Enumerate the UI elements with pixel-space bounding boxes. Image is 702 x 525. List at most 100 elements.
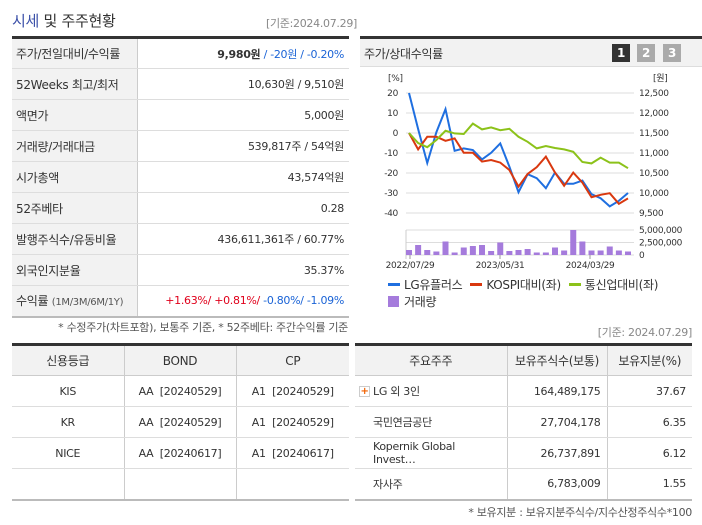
info-row: 액면가 5,000원 xyxy=(12,99,349,131)
info-label: 수익률 (1M/3M/6M/1Y) xyxy=(12,285,138,317)
shareholder-table: 주요주주 보유주식수(보통) 보유지분(%) + LG 외 3인 164,489,175… xyxy=(355,343,692,501)
volume-bar xyxy=(451,252,458,255)
info-value: 0.28 xyxy=(137,192,349,224)
relative-return-chart: [%] [원] 20 12,500 10 12,000 0 11,500 -10 11,000 -2… xyxy=(384,73,683,271)
legend-telecom: 통신업대비(좌) xyxy=(568,276,658,293)
col-header: BOND xyxy=(124,344,237,376)
price-info-table: 주가/전일대비/수익률 9,980원 / -20원 / -0.20% 52Weeks… xyxy=(12,36,349,318)
shareholder-name: 자사주 xyxy=(355,468,508,500)
info-row: 시가총액 43,574억원 xyxy=(12,161,349,193)
info-value: +1.63%/ +0.81%/ -0.80%/ -1.09% xyxy=(137,285,349,317)
volume-bar xyxy=(533,252,540,255)
volume-bar xyxy=(479,245,485,255)
volume-bar xyxy=(625,251,631,255)
shareholder-row: 국민연금공단 27,704,178 6.35 xyxy=(355,406,692,438)
base-date: [기준:2024.07.29] xyxy=(266,17,358,30)
y-left-tick: -30 xyxy=(384,189,398,199)
volume-bar xyxy=(615,250,622,255)
credit-cell: AA [20240529] xyxy=(124,375,237,407)
info-value: 10,630원 / 9,510원 xyxy=(137,68,349,100)
credit-cell: AA [20240617] xyxy=(124,437,237,469)
volume-bar xyxy=(561,250,568,255)
credit-row: KR AA [20240529] A1 [20240529] xyxy=(12,406,349,438)
credit-row: NICE AA [20240617] A1 [20240617] xyxy=(12,437,349,469)
col-header: 보유주식수(보통) xyxy=(507,344,608,376)
expand-plus-icon[interactable]: + xyxy=(359,386,370,397)
series-line-2 xyxy=(408,122,629,170)
volume-bar xyxy=(442,241,449,255)
shares-held: 27,704,178 xyxy=(507,406,608,438)
page-title: 시세 및 주주현황 xyxy=(12,12,116,30)
legend-kospi: KOSPI대비(좌) xyxy=(470,276,561,293)
shares-held: 26,737,891 xyxy=(507,437,608,469)
info-row: 52Weeks 최고/최저 10,630원 / 9,510원 xyxy=(12,68,349,100)
x-tick: 2022/07/29 xyxy=(386,261,435,271)
volume-bar xyxy=(424,250,431,255)
y-right-tick: 10,000 xyxy=(639,189,669,199)
info-label: 시가총액 xyxy=(12,161,138,193)
info-value: 436,611,361주 / 60.77% xyxy=(137,223,349,255)
y-left-tick: 0 xyxy=(393,129,399,139)
volume-bar xyxy=(433,251,440,255)
chart-tab-1[interactable]: 1 xyxy=(612,44,630,62)
info-label: 52Weeks 최고/최저 xyxy=(12,68,138,100)
y-right-unit: [원] xyxy=(653,73,667,84)
chart-tab-3[interactable]: 3 xyxy=(663,44,681,62)
col-header: 신용등급 xyxy=(12,344,125,376)
credit-cell: AA [20240529] xyxy=(124,406,237,438)
share-ratio: 6.35 xyxy=(607,406,692,438)
volume-bar xyxy=(588,250,595,255)
volume-bar xyxy=(542,252,549,255)
chart-tab-2[interactable]: 2 xyxy=(637,44,655,62)
x-tick: 2023/05/31 xyxy=(476,261,525,271)
x-tick: 2024/03/29 xyxy=(566,261,615,271)
credit-cell: A1 [20240617] xyxy=(236,437,349,469)
credit-cell: A1 [20240529] xyxy=(236,375,349,407)
info-row: 수익률 (1M/3M/6M/1Y) +1.63%/ +0.81%/ -0.80%/… xyxy=(12,285,349,317)
legend-volume: 거래량 xyxy=(388,293,698,310)
shareholder-name: 국민연금공단 xyxy=(355,406,508,438)
shareholder-date: [기준: 2024.07.29] xyxy=(597,326,693,339)
shareholder-name: + LG 외 3인 xyxy=(355,375,508,407)
shareholder-row: + LG 외 3인 164,489,175 37.67 xyxy=(355,375,692,407)
volume-bar xyxy=(579,241,586,255)
volume-tick: 5,000,000 xyxy=(639,226,683,236)
y-right-tick: 12,500 xyxy=(639,89,669,99)
info-label: 액면가 xyxy=(12,99,138,131)
y-left-tick: -40 xyxy=(384,209,398,219)
series-line-1 xyxy=(408,132,629,206)
chart-header: 주가/상대수익률 1 2 3 xyxy=(360,36,702,67)
shareholder-note: * 보유지분 : 보유지분주식수/지수산정주식수*100 xyxy=(468,506,692,519)
y-right-tick: 11,000 xyxy=(639,149,669,159)
col-header: 주요주주 xyxy=(355,344,508,376)
y-left-tick: 10 xyxy=(387,109,398,119)
credit-cell: A1 [20240529] xyxy=(236,406,349,438)
volume-bar xyxy=(552,247,558,255)
info-note: * 수정주가(차트포함), 보통주 기준, * 52주베타: 주간수익률 기준 xyxy=(58,321,348,334)
info-value: 43,574억원 xyxy=(137,161,349,193)
y-left-tick: 20 xyxy=(387,89,398,99)
info-value: 539,817주 / 54억원 xyxy=(137,130,349,162)
info-row: 발행주식수/유동비율 436,611,361주 / 60.77% xyxy=(12,223,349,255)
info-label: 52주베타 xyxy=(12,192,138,224)
col-header: 보유지분(%) xyxy=(607,344,692,376)
volume-bar xyxy=(460,247,467,255)
shareholder-name: Kopernik Global Invest… xyxy=(355,437,508,469)
y-right-tick: 11,500 xyxy=(639,129,669,139)
info-value: 35.37% xyxy=(137,254,349,286)
credit-row: KIS AA [20240529] A1 [20240529] xyxy=(12,375,349,407)
y-right-tick: 9,500 xyxy=(639,209,664,219)
y-left-tick: -10 xyxy=(384,149,398,159)
credit-cell xyxy=(124,468,237,500)
info-label: 발행주식수/유동비율 xyxy=(12,223,138,255)
credit-cell xyxy=(12,468,125,500)
credit-cell: KR xyxy=(12,406,125,438)
credit-cell: KIS xyxy=(12,375,125,407)
volume-tick: 2,500,000 xyxy=(639,239,683,249)
volume-bar xyxy=(497,242,504,255)
volume-tick: 0 xyxy=(639,251,645,261)
info-label: 거래량/거래대금 xyxy=(12,130,138,162)
volume-bar xyxy=(415,245,422,255)
share-ratio: 6.12 xyxy=(607,437,692,469)
shares-held: 164,489,175 xyxy=(507,375,608,407)
